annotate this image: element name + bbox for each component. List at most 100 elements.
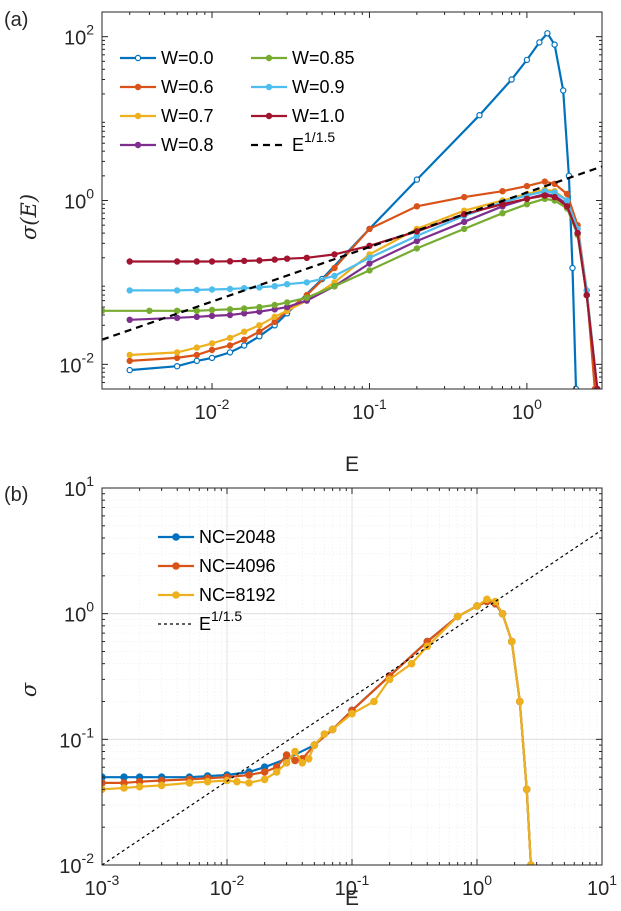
data-point	[515, 697, 524, 706]
x-tick-label: 100	[512, 396, 542, 424]
panel-a-label: (a)	[4, 9, 28, 31]
data-point	[563, 190, 571, 198]
y-tick-label: 10-2	[59, 850, 94, 878]
data-point	[126, 258, 133, 265]
data-point	[499, 187, 506, 195]
data-point	[551, 193, 558, 201]
data-point	[120, 784, 128, 792]
data-point	[541, 192, 549, 199]
legend-marker	[172, 562, 180, 570]
data-point	[173, 307, 181, 314]
data-point	[173, 314, 181, 321]
data-point	[385, 675, 394, 684]
data-point	[126, 316, 133, 323]
legend-marker	[134, 141, 142, 149]
data-point	[544, 30, 551, 37]
data-point	[523, 56, 531, 64]
y-tick-label: 100	[64, 599, 94, 627]
panel-b-xlabel: E	[345, 887, 359, 910]
legend-marker	[172, 533, 180, 541]
data-point	[291, 756, 299, 765]
data-point	[461, 218, 468, 225]
data-point	[499, 209, 506, 217]
data-point	[366, 260, 373, 267]
legend-marker	[265, 83, 273, 91]
data-point	[203, 777, 212, 786]
data-point	[126, 366, 133, 374]
data-point	[193, 286, 200, 294]
data-point	[157, 781, 166, 790]
data-point	[536, 39, 543, 46]
data-point	[271, 313, 278, 320]
data-point	[256, 284, 263, 291]
data-point	[193, 258, 200, 265]
data-point	[522, 785, 531, 794]
data-point	[574, 229, 581, 237]
data-point	[541, 178, 549, 185]
data-point	[366, 225, 373, 233]
legend-label: NC=4096	[199, 556, 276, 576]
series-group	[102, 30, 602, 389]
data-point	[226, 349, 234, 356]
data-point	[282, 758, 291, 767]
y-tick-label: 10-2	[59, 349, 94, 377]
legend-label: W=0.9	[292, 77, 345, 97]
data-point	[407, 659, 416, 668]
data-point	[453, 612, 462, 621]
data-point	[245, 779, 253, 787]
legend-label: W=0.0	[161, 48, 214, 68]
legend-marker	[265, 112, 273, 120]
data-point	[348, 709, 356, 718]
data-point	[413, 228, 421, 235]
data-point	[126, 351, 133, 359]
legend-marker	[134, 83, 142, 91]
data-point	[226, 334, 234, 342]
data-point	[271, 283, 278, 290]
data-point	[226, 258, 234, 265]
data-point	[226, 342, 234, 349]
data-point	[226, 311, 234, 319]
series-group	[102, 529, 602, 865]
y-tick-label: 102	[64, 22, 94, 50]
data-point	[173, 354, 181, 362]
data-point	[226, 285, 234, 293]
data-point	[523, 182, 531, 190]
data-point	[240, 257, 248, 265]
data-point	[146, 307, 153, 314]
data-point	[331, 264, 338, 272]
x-tick-label: 10-1	[352, 396, 387, 424]
legend: W=0.0 W=0.6 W=0.7 W=0.8 W=0.85 W=0.9 W=1.0 E1/1…	[120, 48, 355, 155]
data-point	[260, 768, 269, 776]
data-point	[413, 176, 421, 183]
data-point	[413, 237, 421, 245]
data-point	[563, 197, 571, 204]
series-line-5	[129, 190, 599, 389]
data-point	[476, 111, 483, 119]
data-point	[320, 730, 329, 738]
data-point	[370, 697, 378, 706]
data-point	[331, 283, 338, 290]
data-point	[256, 303, 263, 311]
x-tick-label: 10-3	[85, 872, 120, 900]
data-point	[245, 771, 253, 779]
data-point	[208, 346, 216, 354]
data-point	[193, 313, 200, 320]
series-line-7	[102, 165, 602, 341]
panel-a-ylabel: σ(E)	[17, 194, 41, 240]
data-point	[271, 256, 278, 263]
legend-label: W=1.0	[292, 106, 345, 126]
x-tick-label: 100	[462, 872, 492, 900]
plot-b: 10-3 10-2 10-1 100 10110-210-1100101NC=2048N…	[59, 473, 617, 900]
data-point	[310, 741, 319, 749]
data-point	[173, 363, 181, 370]
data-point	[240, 328, 248, 335]
data-point	[303, 294, 310, 301]
plot-a: 10-2 10-1 10010-2100102W=0.0W=0.6W=0.7W=0.…	[59, 11, 603, 424]
data-point	[208, 340, 216, 347]
legend-marker	[134, 112, 142, 120]
data-point	[208, 306, 216, 314]
data-point	[298, 758, 307, 767]
series-line-6	[129, 194, 599, 389]
data-point	[240, 336, 248, 343]
